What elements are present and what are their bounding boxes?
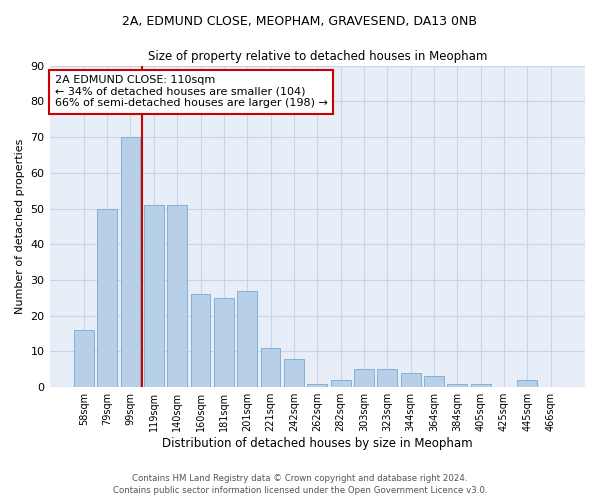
X-axis label: Distribution of detached houses by size in Meopham: Distribution of detached houses by size … [162, 437, 473, 450]
Title: Size of property relative to detached houses in Meopham: Size of property relative to detached ho… [148, 50, 487, 63]
Bar [97, 208, 117, 387]
Bar [377, 370, 397, 387]
Bar [74, 330, 94, 387]
Bar [307, 384, 327, 387]
Bar [191, 294, 211, 387]
Text: Contains HM Land Registry data © Crown copyright and database right 2024.
Contai: Contains HM Land Registry data © Crown c… [113, 474, 487, 495]
Y-axis label: Number of detached properties: Number of detached properties [15, 138, 25, 314]
Text: 2A, EDMUND CLOSE, MEOPHAM, GRAVESEND, DA13 0NB: 2A, EDMUND CLOSE, MEOPHAM, GRAVESEND, DA… [122, 15, 478, 28]
Bar [121, 137, 140, 387]
Bar [284, 358, 304, 387]
Bar [471, 384, 491, 387]
Bar [424, 376, 444, 387]
Bar [238, 290, 257, 387]
Bar [517, 380, 538, 387]
Bar [401, 373, 421, 387]
Bar [448, 384, 467, 387]
Bar [331, 380, 350, 387]
Bar [167, 205, 187, 387]
Bar [144, 205, 164, 387]
Bar [214, 298, 234, 387]
Bar [354, 370, 374, 387]
Text: 2A EDMUND CLOSE: 110sqm
← 34% of detached houses are smaller (104)
66% of semi-d: 2A EDMUND CLOSE: 110sqm ← 34% of detache… [55, 75, 328, 108]
Bar [260, 348, 280, 387]
